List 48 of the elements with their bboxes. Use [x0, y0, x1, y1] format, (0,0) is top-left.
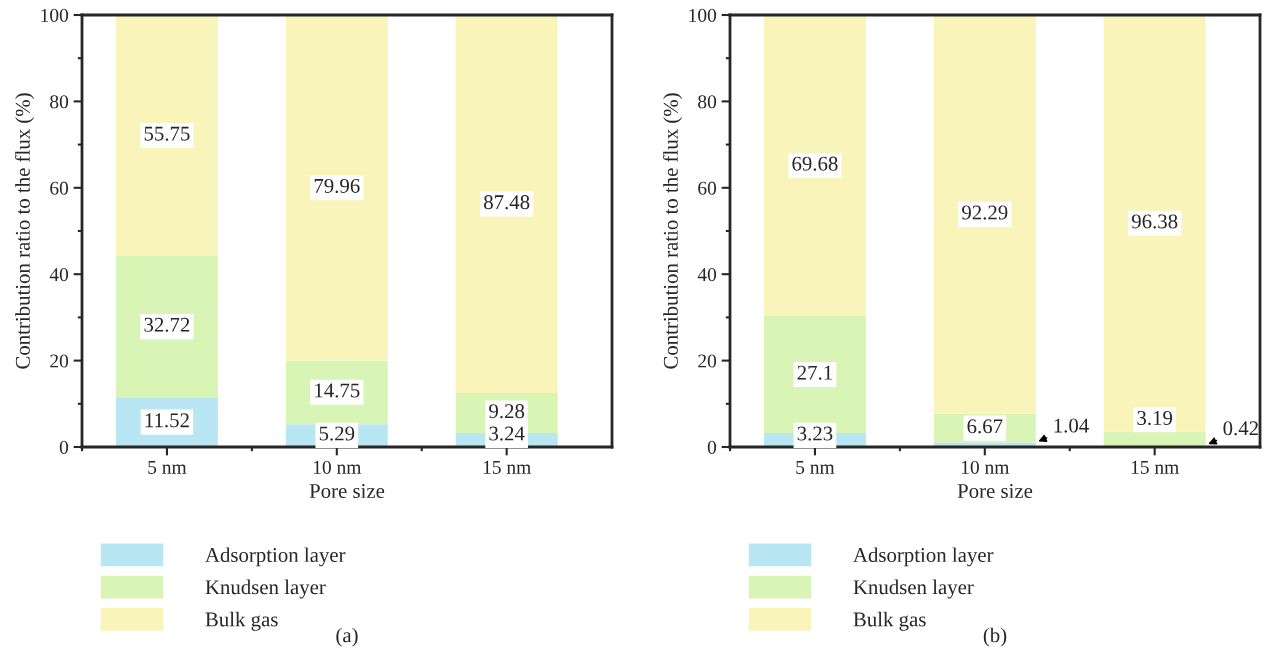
legend-label: Bulk gas	[853, 611, 926, 631]
x-tick-label: 10 nm	[313, 460, 362, 474]
y-axis-title: Contribution ratio to the flux (%)	[662, 93, 683, 369]
x-tick-label: 5 nm	[148, 460, 187, 474]
y-tick-label: 40	[49, 268, 69, 282]
data-label: 3.23	[797, 426, 833, 441]
y-tick-label: 100	[41, 8, 69, 22]
data-label: 1.04	[1054, 418, 1089, 433]
y-tick-label: 0	[707, 440, 717, 454]
data-label: 5.29	[319, 426, 355, 441]
data-label: 87.48	[484, 195, 530, 210]
x-tick-label: 5 nm	[796, 460, 835, 474]
y-axis-title: Contribution ratio to the flux (%)	[14, 93, 35, 369]
y-tick-label: 60	[50, 181, 69, 195]
y-tick-label: 20	[50, 354, 69, 368]
y-tick-label: 20	[698, 354, 717, 368]
y-tick-label: 80	[698, 95, 717, 109]
x-axis-title: Pore size	[957, 484, 1033, 499]
y-tick-label: 100	[689, 8, 717, 22]
x-tick-label: 15 nm	[1131, 460, 1179, 474]
x-tick-label: 15 nm	[483, 460, 531, 474]
legend-label: Bulk gas	[205, 611, 278, 631]
legend-label: Adsorption layer	[853, 547, 994, 567]
data-label: 3.24	[489, 426, 525, 441]
data-label: 32.72	[144, 317, 190, 332]
y-tick-label: 80	[50, 95, 69, 109]
data-label: 96.38	[1131, 214, 1178, 229]
legend-label: Knudsen layer	[853, 579, 974, 599]
x-axis-title: Pore size	[309, 484, 385, 499]
data-label: 0.42	[1223, 421, 1258, 436]
text: (a)	[336, 627, 358, 647]
data-label: 69.68	[792, 156, 838, 171]
legend-label: Knudsen layer	[205, 579, 326, 599]
data-label: 11.52	[145, 413, 189, 428]
x-tick-label: 10 nm	[961, 460, 1010, 474]
data-label: 55.75	[144, 126, 190, 141]
legend-label: Adsorption layer	[205, 547, 346, 567]
data-label: 92.29	[962, 205, 1008, 220]
y-tick-label: 60	[698, 181, 717, 195]
text: (b)	[983, 627, 1007, 647]
y-tick-label: 0	[59, 440, 69, 454]
data-label: 27.1	[797, 365, 832, 380]
data-label: 6.67	[967, 419, 1003, 434]
data-label: 14.75	[315, 383, 360, 398]
y-tick-label: 40	[697, 268, 717, 282]
data-label: 79.96	[314, 178, 360, 194]
data-label: 3.19	[1137, 410, 1173, 426]
data-label: 9.28	[489, 404, 525, 419]
